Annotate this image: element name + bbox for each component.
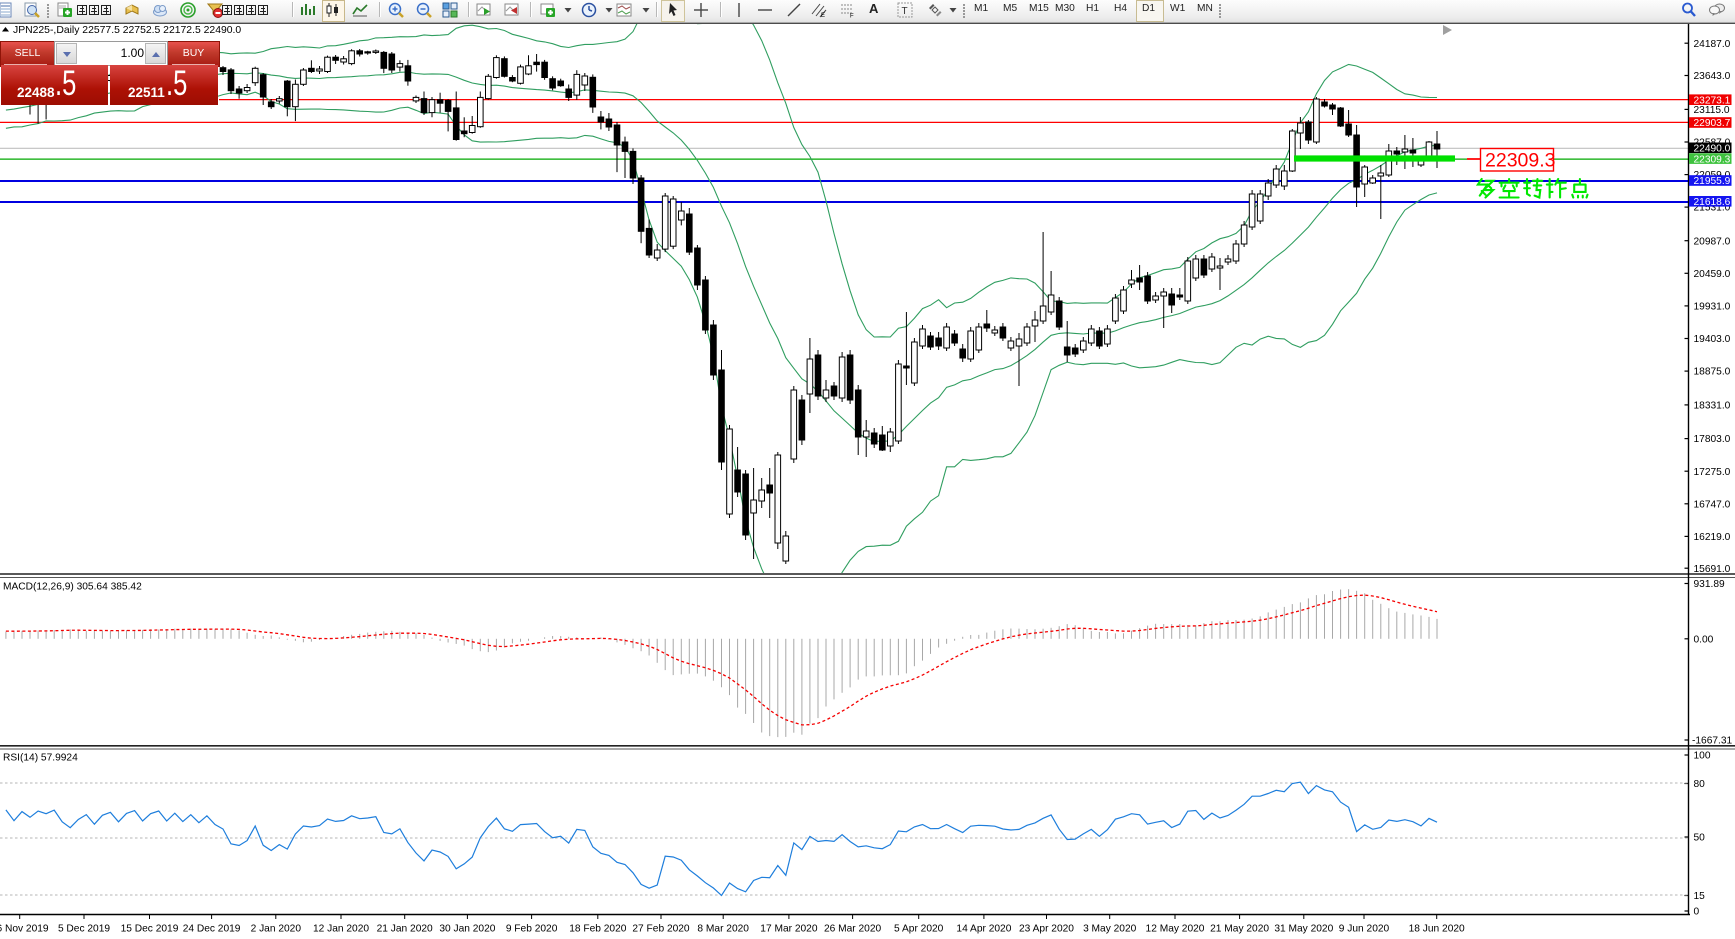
svg-text:19931.0: 19931.0 [1694, 302, 1731, 313]
svg-text:23273.1: 23273.1 [1694, 95, 1731, 106]
svg-text:22309.3: 22309.3 [1485, 150, 1556, 172]
svg-text:-1667.31: -1667.31 [1692, 736, 1733, 747]
svg-text:18331.0: 18331.0 [1694, 401, 1731, 412]
svg-text:12 May 2020: 12 May 2020 [1146, 924, 1205, 935]
svg-text:3 May 2020: 3 May 2020 [1083, 924, 1137, 935]
svg-text:16219.0: 16219.0 [1694, 532, 1731, 543]
svg-text:5 Apr 2020: 5 Apr 2020 [894, 924, 944, 935]
svg-text:20987.0: 20987.0 [1694, 236, 1731, 247]
svg-text:18 Jun 2020: 18 Jun 2020 [1409, 924, 1465, 935]
svg-text:T: T [902, 6, 908, 17]
svg-text:12 Jan 2020: 12 Jan 2020 [313, 924, 369, 935]
svg-text:21618.6: 21618.6 [1694, 197, 1731, 208]
svg-text:17803.0: 17803.0 [1694, 434, 1731, 445]
svg-text:RSI(14) 57.9924: RSI(14) 57.9924 [3, 753, 78, 764]
svg-text:2 Jan 2020: 2 Jan 2020 [251, 924, 302, 935]
svg-text:26 Mar 2020: 26 Mar 2020 [824, 924, 882, 935]
svg-text:E: E [821, 13, 825, 18]
svg-text:21955.9: 21955.9 [1694, 176, 1731, 187]
svg-text:23 Apr 2020: 23 Apr 2020 [1019, 924, 1074, 935]
svg-text:8 Mar 2020: 8 Mar 2020 [697, 924, 749, 935]
svg-text:0.00: 0.00 [1694, 634, 1714, 645]
svg-text:15: 15 [1694, 891, 1706, 902]
svg-text:21 May 2020: 21 May 2020 [1210, 924, 1269, 935]
svg-text:30 Jan 2020: 30 Jan 2020 [439, 924, 495, 935]
svg-text:0: 0 [1694, 907, 1700, 918]
svg-text:22309.3: 22309.3 [1694, 154, 1731, 165]
svg-text:100: 100 [1694, 751, 1711, 762]
svg-text:21 Jan 2020: 21 Jan 2020 [377, 924, 433, 935]
svg-text:50: 50 [1694, 833, 1706, 844]
svg-text:19403.0: 19403.0 [1694, 334, 1731, 345]
svg-text:MACD(12,26,9) 305.64 385.42: MACD(12,26,9) 305.64 385.42 [3, 582, 142, 593]
svg-text:27 Feb 2020: 27 Feb 2020 [632, 924, 690, 935]
svg-text:18875.0: 18875.0 [1694, 367, 1731, 378]
svg-text:80: 80 [1694, 779, 1706, 790]
svg-text:9 Jun 2020: 9 Jun 2020 [1339, 924, 1390, 935]
svg-text:23115.0: 23115.0 [1694, 105, 1730, 116]
svg-text:24 Dec 2019: 24 Dec 2019 [183, 924, 241, 935]
svg-text:26 Nov 2019: 26 Nov 2019 [0, 924, 49, 935]
svg-text:18 Feb 2020: 18 Feb 2020 [569, 924, 627, 935]
svg-text:9 Feb 2020: 9 Feb 2020 [506, 924, 558, 935]
svg-text:22903.7: 22903.7 [1694, 118, 1731, 129]
svg-text:20459.0: 20459.0 [1694, 269, 1731, 280]
svg-text:5 Dec 2019: 5 Dec 2019 [58, 924, 110, 935]
svg-text:JPN225-,Daily 22577.5 22752.5: JPN225-,Daily 22577.5 22752.5 22172.5 22… [13, 25, 241, 36]
svg-text:931.89: 931.89 [1694, 579, 1725, 590]
svg-text:15 Dec 2019: 15 Dec 2019 [121, 924, 179, 935]
svg-text:16747.0: 16747.0 [1694, 499, 1731, 510]
svg-text:23643.0: 23643.0 [1694, 71, 1731, 82]
svg-text:17 Mar 2020: 17 Mar 2020 [760, 924, 818, 935]
svg-text:24187.0: 24187.0 [1694, 39, 1731, 50]
svg-text:21531.0: 21531.0 [1694, 203, 1731, 214]
svg-text:31 May 2020: 31 May 2020 [1274, 924, 1333, 935]
svg-text:17275.0: 17275.0 [1694, 467, 1731, 478]
svg-text:F: F [850, 14, 854, 19]
svg-text:22490.0: 22490.0 [1694, 144, 1731, 155]
svg-text:15691.0: 15691.0 [1694, 564, 1731, 575]
svg-text:14 Apr 2020: 14 Apr 2020 [956, 924, 1011, 935]
